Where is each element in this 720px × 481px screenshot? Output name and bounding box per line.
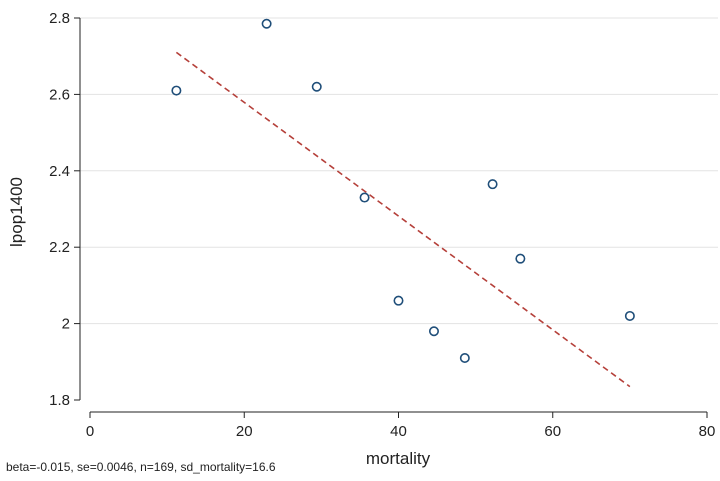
y-tick-label: 2.6 bbox=[49, 86, 70, 103]
x-axis-title: mortality bbox=[366, 449, 431, 468]
y-tick-label: 1.8 bbox=[49, 392, 70, 409]
y-tick-label: 2.2 bbox=[49, 239, 70, 256]
regression-note: beta=-0.015, se=0.0046, n=169, sd_mortal… bbox=[6, 460, 276, 474]
points-layer bbox=[171, 18, 635, 363]
x-tick-label: 0 bbox=[86, 423, 94, 440]
data-point bbox=[311, 81, 322, 92]
data-point bbox=[261, 18, 272, 29]
x-tick-label: 20 bbox=[236, 423, 253, 440]
data-point bbox=[428, 326, 439, 337]
data-point bbox=[624, 310, 635, 321]
data-point bbox=[487, 179, 498, 190]
x-tick-label: 80 bbox=[699, 423, 716, 440]
y-tick-label: 2.4 bbox=[49, 163, 70, 180]
data-point bbox=[171, 85, 182, 96]
fit-line bbox=[175, 51, 631, 388]
fit-line-layer bbox=[175, 51, 631, 388]
data-point bbox=[359, 192, 370, 203]
x-tick-label: 40 bbox=[390, 423, 407, 440]
y-tick-label: 2 bbox=[62, 316, 70, 333]
data-point bbox=[459, 352, 470, 363]
axes: 1.8 2 2.2 2.4 2.6 2.8 0 20 40 60 80 bbox=[49, 10, 715, 440]
grid-lines bbox=[80, 17, 718, 325]
y-tick-label: 2.8 bbox=[49, 10, 70, 27]
data-point bbox=[393, 295, 404, 306]
y-axis-title: lpop1400 bbox=[7, 177, 26, 247]
data-point bbox=[515, 253, 526, 264]
x-tick-label: 60 bbox=[544, 423, 561, 440]
